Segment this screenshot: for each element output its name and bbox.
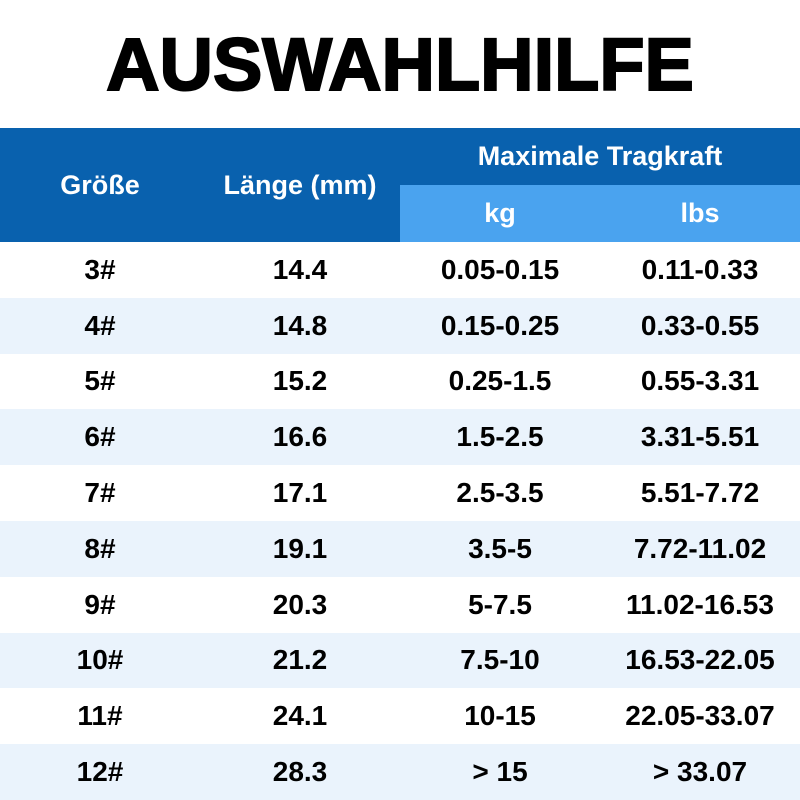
cell-size: 9# — [84, 588, 116, 620]
cell-length: 20.3 — [272, 588, 328, 620]
cell-size: 6# — [84, 421, 116, 453]
cell-size: 3# — [84, 253, 116, 285]
cell-length: 14.8 — [272, 309, 328, 341]
title-bar: AUSWAHLHILFE — [0, 0, 800, 128]
cell-size: 5# — [84, 365, 116, 397]
table-header: Größe Länge (mm) Maximale Tragkraft kg l… — [0, 128, 800, 242]
cell-kg: 3.5-5 — [468, 532, 532, 564]
header-lbs: lbs — [680, 198, 720, 228]
cell-size: 4# — [84, 309, 116, 341]
table-row: 8# 19.1 3.5-5 7.72-11.02 — [0, 520, 800, 577]
cell-lbs: 5.51-7.72 — [640, 477, 760, 509]
subheader-row: kg lbs — [400, 185, 800, 242]
cell-kg: 7.5-10 — [460, 644, 540, 676]
table-row: 3# 14.4 0.05-0.15 0.11-0.33 — [0, 242, 800, 298]
cell-length: 16.6 — [272, 421, 328, 453]
table-row: 10# 21.2 7.5-10 16.53-22.05 — [0, 632, 800, 689]
table-row: 12# 28.3 > 15 > 33.07 — [0, 744, 800, 800]
cell-size: 11# — [77, 700, 123, 732]
cell-kg: 5-7.5 — [468, 588, 532, 620]
cell-lbs: 22.05-33.07 — [625, 700, 775, 732]
cell-kg: 10-15 — [464, 700, 536, 732]
cell-length: 17.1 — [272, 477, 328, 509]
cell-size: 12# — [76, 756, 124, 788]
cell-length: 21.2 — [272, 644, 328, 676]
cell-kg: 2.5-3.5 — [456, 477, 544, 509]
header-length: Länge (mm) — [223, 169, 377, 200]
cell-length: 28.3 — [272, 756, 328, 788]
cell-size: 7# — [84, 477, 116, 509]
cell-size: 8# — [84, 532, 116, 564]
cell-length: 14.4 — [272, 253, 328, 285]
table-row: 7# 17.1 2.5-3.5 5.51-7.72 — [0, 465, 800, 521]
cell-kg: > 15 — [472, 756, 528, 788]
header-kg: kg — [484, 198, 516, 228]
cell-lbs: 3.31-5.51 — [640, 421, 760, 453]
table-row: 11# 24.1 10-15 22.05-33.07 — [0, 688, 800, 745]
cell-lbs: 7.72-11.02 — [633, 532, 767, 564]
cell-length: 19.1 — [272, 532, 328, 564]
page-title: AUSWAHLHILFE — [105, 22, 695, 107]
table-row: 9# 20.3 5-7.5 11.02-16.53 — [0, 576, 800, 633]
cell-length: 15.2 — [272, 365, 328, 397]
table-body: 3# 14.4 0.05-0.15 0.11-0.33 4# 14.8 0.15… — [0, 242, 800, 800]
cell-kg: 0.15-0.25 — [440, 309, 560, 341]
cell-length: 24.1 — [272, 700, 328, 732]
size-table: Größe Länge (mm) Maximale Tragkraft kg l… — [0, 128, 800, 800]
cell-kg: 1.5-2.5 — [456, 421, 544, 453]
cell-lbs: 0.55-3.31 — [640, 365, 760, 397]
header-size: Größe — [60, 169, 140, 200]
cell-kg: 0.05-0.15 — [440, 253, 560, 285]
cell-lbs: 0.33-0.55 — [640, 309, 760, 341]
cell-size: 10# — [76, 644, 124, 676]
header-capacity-label: Maximale Tragkraft — [477, 141, 723, 171]
table-row: 5# 15.2 0.25-1.5 0.55-3.31 — [0, 353, 800, 410]
cell-lbs: 16.53-22.05 — [625, 644, 775, 676]
cell-lbs: > 33.07 — [652, 756, 748, 788]
cell-lbs: 0.11-0.33 — [641, 253, 759, 285]
cell-lbs: 11.02-16.53 — [626, 588, 774, 620]
cell-kg: 0.25-1.5 — [448, 365, 552, 397]
header-capacity-group: Maximale Tragkraft kg lbs — [400, 128, 800, 242]
table-row: 4# 14.8 0.15-0.25 0.33-0.55 — [0, 297, 800, 354]
table-row: 6# 16.6 1.5-2.5 3.31-5.51 — [0, 409, 800, 466]
